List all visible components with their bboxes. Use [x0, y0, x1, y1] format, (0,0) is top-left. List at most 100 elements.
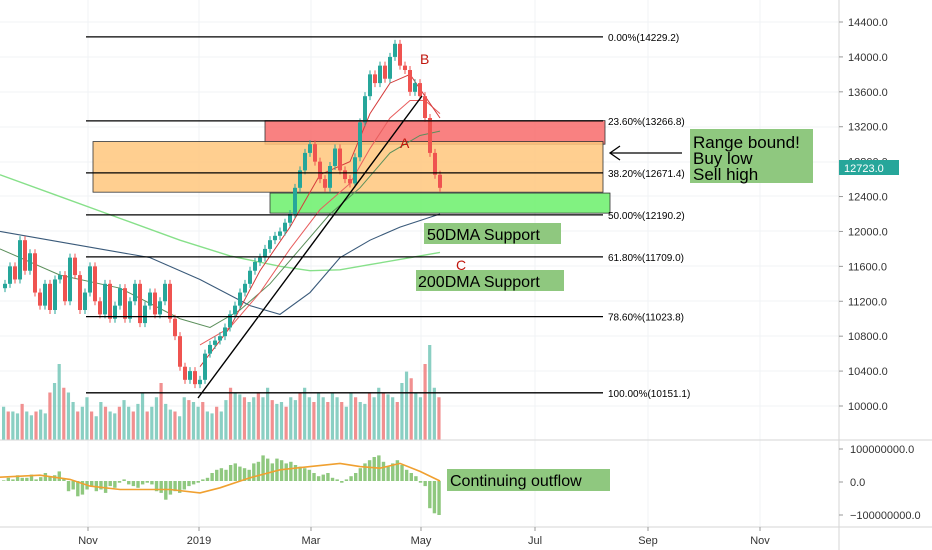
candle-body	[28, 253, 32, 271]
fib-label: 23.60%(13266.8)	[608, 117, 685, 128]
candle-body	[158, 301, 162, 315]
candle-body	[303, 152, 307, 171]
flow-tick-label: 0.0	[850, 477, 865, 489]
volume-bar	[256, 392, 260, 440]
flow-bar	[15, 475, 20, 481]
candle-body	[183, 366, 187, 380]
time-tick-label: May	[411, 535, 432, 547]
flow-bar	[316, 476, 321, 481]
volume-bar	[386, 394, 390, 440]
flow-bar	[284, 463, 288, 481]
flow-tick-label: −100000000.0	[850, 510, 921, 522]
flow-bar	[182, 481, 187, 490]
flow-bar	[136, 481, 140, 488]
flow-bar	[363, 463, 367, 481]
price-tick-label: 13200.0	[848, 122, 888, 134]
flow-axis: 100000000.0 0.0 −100000000.0	[839, 444, 921, 522]
candle-body	[263, 248, 267, 258]
flow-bar	[159, 481, 163, 493]
zones	[92, 120, 611, 214]
volume-bar	[414, 392, 418, 440]
volume-bar	[266, 387, 270, 440]
ma200-line	[0, 174, 441, 272]
volume-bar	[321, 397, 325, 440]
volume-bar	[210, 413, 214, 440]
flow-bar	[432, 481, 437, 514]
trend-lines	[197, 95, 423, 399]
volume-bar	[247, 402, 251, 440]
time-axis: Nov 2019 Mar May Jul Sep Nov	[78, 527, 770, 547]
flow-bar	[279, 460, 284, 481]
volume-bar	[215, 406, 219, 440]
candle-body	[93, 266, 97, 302]
volume-bar	[57, 364, 61, 440]
candle-body	[208, 344, 212, 354]
point-a-label: A	[400, 135, 410, 151]
volume-bar	[381, 392, 385, 440]
flow-bar	[2, 480, 6, 481]
volume-bar	[76, 411, 80, 440]
volume-bar	[293, 400, 297, 440]
flow-bar	[238, 466, 242, 481]
range-note-line3: Sell high	[693, 165, 758, 184]
candle-body	[428, 118, 432, 153]
trend-line-up	[197, 95, 423, 399]
candle-body	[383, 65, 387, 79]
flow-bar	[298, 466, 302, 481]
price-tick-label: 11600.0	[848, 261, 887, 273]
flow-bar	[233, 463, 237, 481]
candle-body	[18, 240, 22, 280]
volume-bar	[66, 392, 71, 440]
flow-bar	[173, 481, 177, 492]
candle-body	[73, 257, 77, 276]
volume-bar	[178, 416, 182, 440]
candle-body	[53, 279, 57, 310]
candle-body	[78, 275, 82, 310]
candle-body	[143, 305, 147, 324]
candle-body	[3, 283, 7, 289]
flow-bar	[80, 481, 85, 495]
volume-bar	[261, 397, 265, 440]
flow-bar	[178, 481, 182, 493]
volume-bar	[233, 392, 237, 440]
flow-bar	[90, 481, 94, 487]
candle-body	[178, 336, 182, 367]
volume-bar	[127, 406, 131, 440]
candle-body	[283, 222, 287, 232]
candle-body	[348, 179, 352, 184]
candle-body	[13, 266, 17, 280]
flow-bar	[228, 465, 233, 481]
volume-bar	[150, 406, 154, 440]
volume-bar	[71, 402, 75, 440]
flow-bar	[99, 481, 103, 490]
flow-bar	[303, 468, 307, 481]
volume-bar	[196, 406, 200, 440]
flow-bar	[386, 466, 390, 481]
volume-bar	[99, 402, 103, 440]
candle-body	[193, 371, 197, 385]
candle-body	[118, 288, 122, 306]
flow-bar	[210, 473, 214, 481]
time-tick-label: Nov	[78, 535, 98, 547]
volume-bar	[52, 383, 57, 440]
flow-bar	[372, 457, 376, 481]
fib-label: 61.80%(11709.0)	[608, 253, 684, 264]
flow-bar	[39, 477, 43, 481]
support-50dma-note: 50DMA Support	[424, 223, 561, 244]
volume-bar	[335, 397, 339, 440]
volume-bar	[80, 406, 84, 440]
volume-bar	[349, 392, 353, 440]
price-tick-label: 12000.0	[848, 226, 888, 238]
volume-bar	[224, 400, 228, 440]
volume-bar	[159, 383, 163, 440]
candle-body	[273, 235, 277, 241]
volume-bar	[252, 397, 256, 440]
flow-bar	[48, 476, 52, 481]
volume-bar	[29, 415, 33, 440]
time-tick-label: Jul	[528, 535, 542, 547]
flow-bar	[312, 473, 316, 481]
candle-body	[83, 292, 87, 310]
volume-bar	[409, 378, 413, 440]
candle-body	[288, 214, 292, 223]
